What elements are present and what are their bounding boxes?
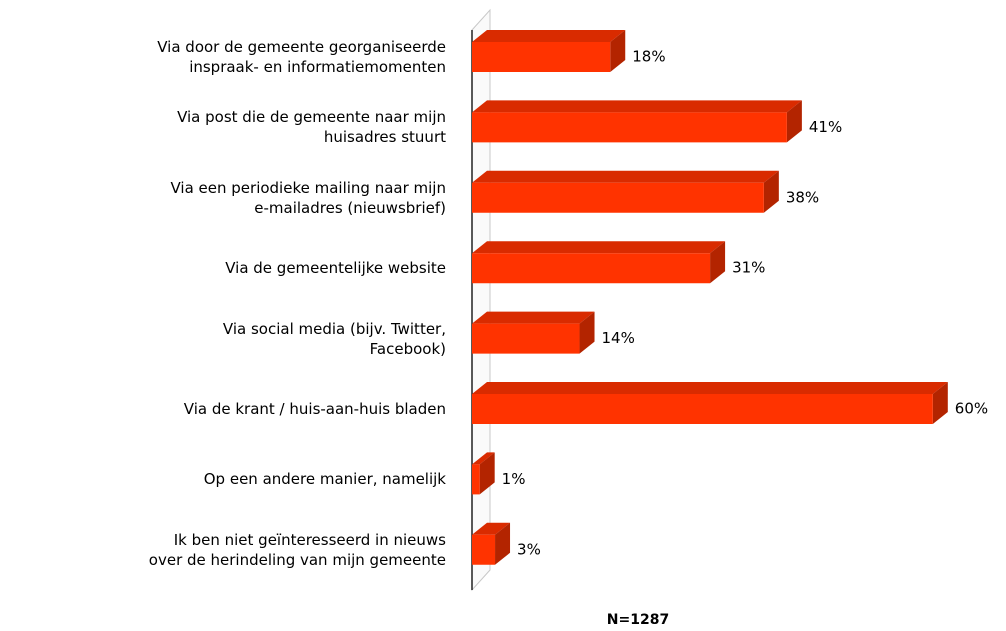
bar-side bbox=[579, 311, 595, 354]
category-label: Via de krant / huis-aan-huis bladen bbox=[183, 400, 446, 418]
value-label: 60% bbox=[955, 400, 988, 418]
bar-front bbox=[472, 253, 711, 284]
bar-front bbox=[472, 323, 580, 354]
bar-top bbox=[472, 522, 511, 535]
bar-front bbox=[472, 182, 764, 213]
bar bbox=[472, 30, 626, 72]
bar bbox=[472, 241, 726, 284]
value-label: 31% bbox=[732, 259, 765, 277]
category-label: Ik ben niet geïnteresseerd in nieuws ove… bbox=[148, 530, 446, 569]
value-label: 1% bbox=[502, 470, 526, 488]
bar-top bbox=[472, 30, 626, 42]
bar-front bbox=[472, 42, 611, 72]
bar-side bbox=[786, 100, 802, 143]
bar-side bbox=[763, 170, 779, 213]
value-label: 41% bbox=[809, 118, 842, 136]
bar-side bbox=[932, 382, 948, 424]
bar-front bbox=[472, 534, 496, 565]
bar bbox=[472, 452, 495, 495]
bar-top bbox=[472, 452, 495, 465]
bar-front bbox=[472, 112, 787, 143]
bar bbox=[472, 170, 779, 213]
bar-top bbox=[472, 382, 948, 394]
bar-side bbox=[610, 30, 626, 72]
value-label: 38% bbox=[786, 188, 819, 206]
back-wall bbox=[471, 8, 491, 592]
bar bbox=[472, 311, 595, 354]
category-label: Via de gemeentelijke website bbox=[225, 259, 446, 278]
bar-front bbox=[472, 464, 480, 495]
bar bbox=[472, 382, 948, 424]
category-label: Op een andere manier, namelijk bbox=[203, 470, 446, 489]
value-label: 14% bbox=[602, 329, 635, 347]
value-label: 18% bbox=[632, 48, 665, 66]
sample-size: N=1287 bbox=[606, 612, 670, 628]
bar-top bbox=[472, 241, 726, 254]
category-label: Via een periodieke mailing naar mijn e-m… bbox=[170, 178, 446, 217]
bar bbox=[472, 522, 511, 565]
bar-side bbox=[495, 522, 511, 565]
bar-side bbox=[479, 452, 495, 495]
category-label: Via post die de gemeente naar mijn huisa… bbox=[177, 108, 446, 147]
bar-top bbox=[472, 170, 779, 183]
bar-top bbox=[472, 100, 802, 113]
bar-top bbox=[472, 311, 595, 324]
bar bbox=[472, 100, 802, 143]
bar-front bbox=[472, 394, 933, 424]
bar-side bbox=[710, 241, 726, 284]
value-label: 3% bbox=[517, 540, 541, 558]
category-label: Via social media (bijv. Twitter, Faceboo… bbox=[222, 319, 446, 358]
category-label: Via door de gemeente georganiseerde insp… bbox=[157, 38, 446, 76]
